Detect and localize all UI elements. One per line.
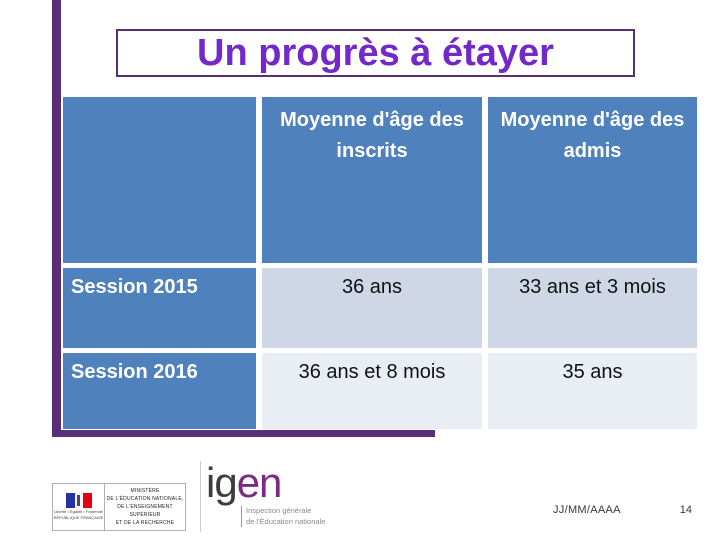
ministry-line: ET DE LA RECHERCHE [115,520,175,526]
igen-logo-en: en [236,459,283,506]
ministry-line: DE L'ENSEIGNEMENT SUPÉRIEUR [117,504,173,518]
igen-subtitle-line1: Inspection générale [246,506,312,515]
table-corner-cell [63,97,256,263]
tricolor-flag-icon [65,493,92,508]
igen-logo-ig: ig [206,459,238,506]
igen-logo: igen [206,459,283,506]
flag-motto-line1: Liberté • Égalité • Fraternité [54,509,103,514]
date-placeholder: JJ/MM/AAAA [553,504,621,516]
cell-2016-inscrits: 36 ans et 8 mois [262,353,482,429]
french-flag-icon: Liberté • Égalité • Fraternité RÉPUBLIQU… [53,484,105,530]
ministry-text-block: MINISTÈRE DE L'ÉDUCATION NATIONALE, DE L… [105,484,185,530]
cell-2015-admis: 33 ans et 3 mois [488,268,697,348]
age-comparison-table: Moyenne d'âge des inscrits Moyenne d'âge… [63,97,697,429]
table-header-inscrits: Moyenne d'âge des inscrits [262,97,482,263]
igen-subtitle: Inspection générale de l'Éducation natio… [241,506,325,527]
footer-divider-line [200,461,201,532]
cell-2015-inscrits: 36 ans [262,268,482,348]
row-label-session-2016: Session 2016 [63,353,256,429]
igen-subtitle-line2: de l'Éducation nationale [246,516,326,526]
marianne-silhouette-icon [76,495,80,506]
ministry-line: MINISTÈRE [130,488,160,494]
flag-motto-line2: RÉPUBLIQUE FRANÇAISE [53,515,104,520]
page-title: Un progrès à étayer [197,31,554,74]
ministry-line: DE L'ÉDUCATION NATIONALE, [106,496,184,502]
table-header-admis: Moyenne d'âge des admis [488,97,697,263]
row-label-session-2015: Session 2015 [63,268,256,348]
title-box: Un progrès à étayer [116,29,635,77]
page-number: 14 [679,504,692,516]
ministry-logo: Liberté • Égalité • Fraternité RÉPUBLIQU… [52,483,186,531]
purple-frame-vertical-bar [52,0,61,437]
cell-2016-admis: 35 ans [488,353,697,429]
purple-frame-horizontal-bar [52,430,435,437]
